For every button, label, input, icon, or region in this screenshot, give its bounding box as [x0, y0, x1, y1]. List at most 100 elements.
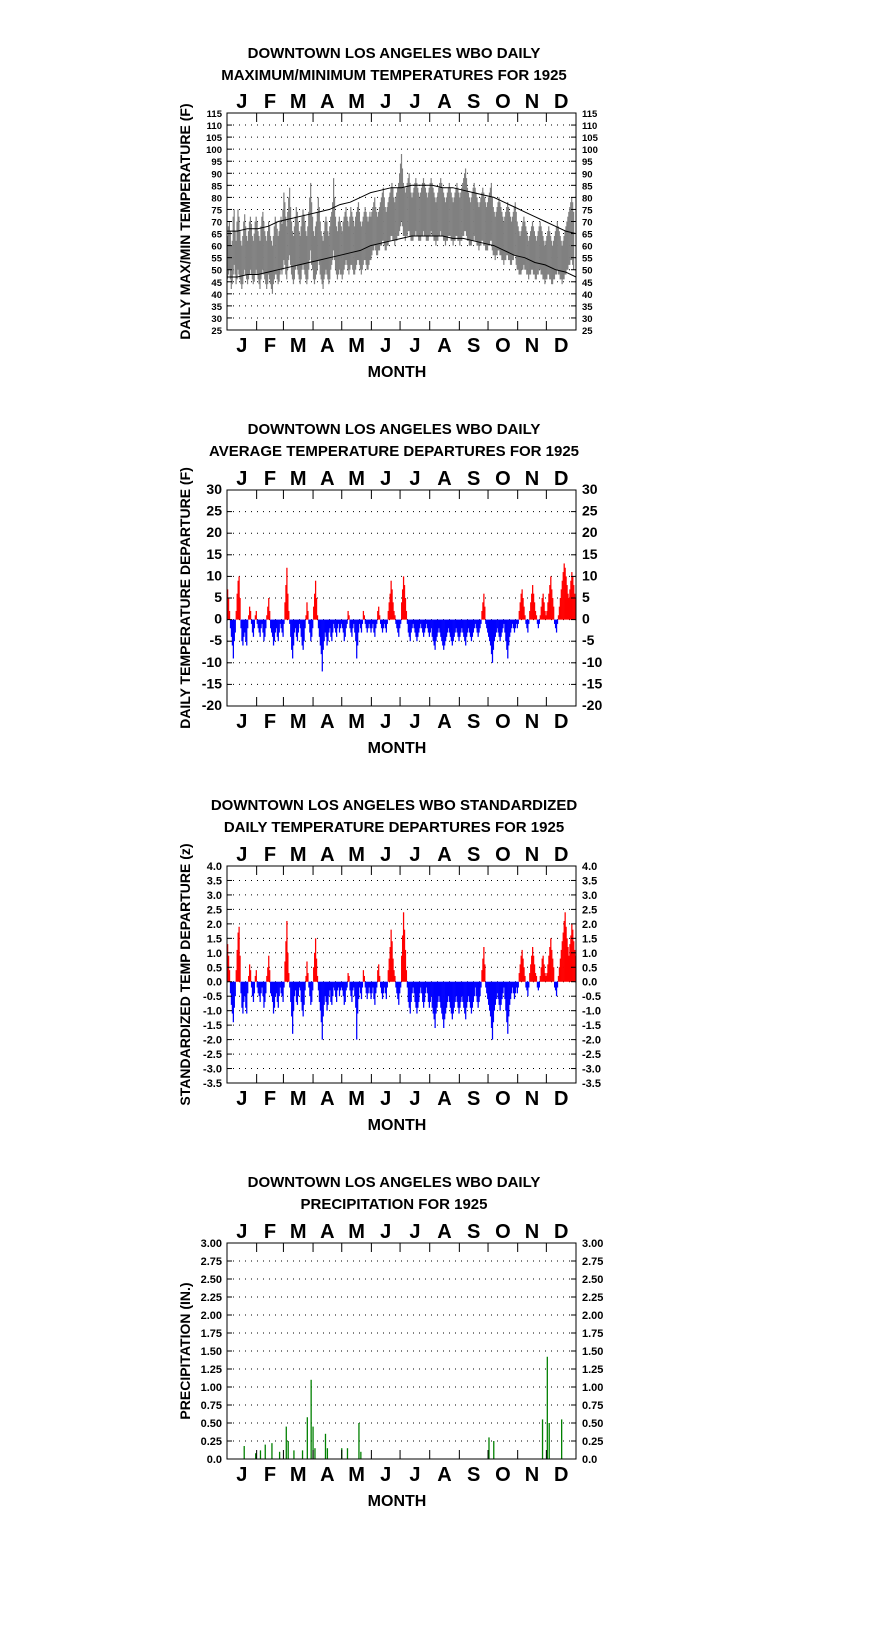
- month-label-top: D: [554, 1221, 568, 1243]
- month-label-bottom: J: [380, 1088, 391, 1110]
- departure-bar: [364, 981, 366, 988]
- departure-bar: [404, 949, 407, 982]
- departure-bar: [549, 585, 551, 620]
- departure-bar: [538, 981, 540, 988]
- departure-bar: [548, 955, 550, 982]
- y-tick-label-left: 115: [207, 109, 223, 120]
- departure-bar: [556, 981, 559, 988]
- departure-bar: [379, 981, 382, 988]
- departure-bar: [265, 619, 267, 629]
- departure-bar: [559, 598, 562, 620]
- departure-bar: [473, 619, 475, 629]
- departure-bar: [536, 619, 539, 624]
- departure-bar: [473, 981, 475, 997]
- departure-bar: [321, 981, 323, 1040]
- departure-bar: [571, 572, 573, 620]
- y-tick-label-right: 0.75: [582, 1400, 603, 1412]
- departure-bar: [505, 981, 507, 1011]
- month-label-bottom: F: [264, 711, 276, 733]
- departure-bar: [305, 615, 307, 620]
- departure-bar: [337, 619, 340, 624]
- y-tick-label-right: 95: [582, 157, 593, 168]
- month-label-bottom: J: [236, 1464, 247, 1486]
- departure-bar: [270, 619, 272, 629]
- y-tick-label-left: 95: [211, 157, 222, 168]
- month-label-top: M: [348, 91, 365, 113]
- departure-bar: [501, 981, 503, 1000]
- departure-bar: [285, 941, 287, 982]
- departure-bar: [449, 981, 452, 1008]
- departure-bar: [320, 981, 322, 1023]
- departure-bar: [515, 981, 518, 988]
- departure-bar: [456, 619, 458, 633]
- departure-bar: [401, 602, 403, 620]
- y-tick-label-right: -1.5: [582, 1020, 601, 1032]
- departure-bar: [423, 619, 425, 637]
- departure-bar: [520, 593, 522, 620]
- departure-bar: [393, 970, 395, 982]
- month-label-bottom: M: [290, 1464, 307, 1486]
- departure-bar: [465, 981, 467, 1020]
- month-label-bottom: J: [380, 1464, 391, 1486]
- departure-bar: [540, 606, 542, 620]
- departure-bar: [272, 619, 275, 646]
- departure-bar: [458, 981, 460, 1014]
- departure-bar: [532, 955, 535, 982]
- departure-bar: [255, 610, 257, 620]
- departure-bar: [319, 619, 322, 646]
- departure-bar: [259, 981, 261, 1002]
- departure-bar: [336, 619, 338, 637]
- departure-bar: [369, 981, 371, 994]
- departure-bar: [351, 981, 353, 1002]
- y-tick-label-left: 75: [211, 205, 222, 216]
- departure-bar: [231, 981, 234, 1014]
- departure-bar: [234, 981, 236, 997]
- departure-bar: [388, 958, 390, 982]
- departure-bar: [252, 981, 255, 1002]
- departure-bar: [548, 593, 550, 620]
- departure-bar: [488, 619, 490, 637]
- month-label-top: J: [380, 1221, 391, 1243]
- departure-bar: [261, 981, 263, 988]
- departure-bar: [445, 619, 448, 637]
- departure-bar: [317, 619, 320, 629]
- departure-bar: [290, 981, 292, 1002]
- departure-bar: [402, 912, 405, 982]
- y-tick-label-left: -2.0: [203, 1035, 222, 1047]
- departure-bar: [311, 619, 313, 637]
- departure-bar: [386, 981, 388, 988]
- departure-bar: [523, 967, 525, 982]
- departure-bar: [423, 981, 426, 1002]
- departure-bar: [232, 619, 234, 659]
- y-tick-label-left: -1.0: [203, 1006, 222, 1018]
- departure-bar: [446, 981, 449, 1002]
- departure-bar: [471, 619, 474, 637]
- y-tick-label-right: 30: [582, 314, 593, 325]
- departure-bar: [431, 619, 433, 637]
- y-tick-label-right: 4.0: [582, 861, 597, 873]
- departure-bar: [379, 615, 381, 620]
- departure-bar: [239, 955, 241, 982]
- departure-bar: [403, 929, 406, 982]
- departure-bar: [437, 981, 439, 1002]
- departure-bar: [301, 619, 303, 646]
- departure-bar: [292, 981, 295, 1011]
- departure-bar: [352, 981, 354, 991]
- departure-bar: [398, 619, 400, 637]
- y-tick-label-left: 2.25: [201, 1292, 222, 1304]
- departure-bar: [295, 981, 298, 1002]
- month-label-top: J: [380, 468, 391, 490]
- departure-bar: [563, 920, 565, 982]
- departure-bar: [558, 606, 561, 620]
- y-tick-label-right: -5: [582, 632, 595, 648]
- y-tick-label-left: 110: [207, 121, 222, 132]
- departure-bar: [528, 981, 530, 988]
- departure-bar: [363, 975, 365, 982]
- y-tick-label-right: 110: [582, 121, 597, 132]
- departure-bar: [373, 619, 375, 633]
- departure-bar: [271, 981, 274, 1002]
- departure-bar: [510, 619, 512, 633]
- month-label-bottom: S: [467, 1088, 480, 1110]
- month-label-top: J: [380, 91, 391, 113]
- departure-bar: [298, 981, 300, 988]
